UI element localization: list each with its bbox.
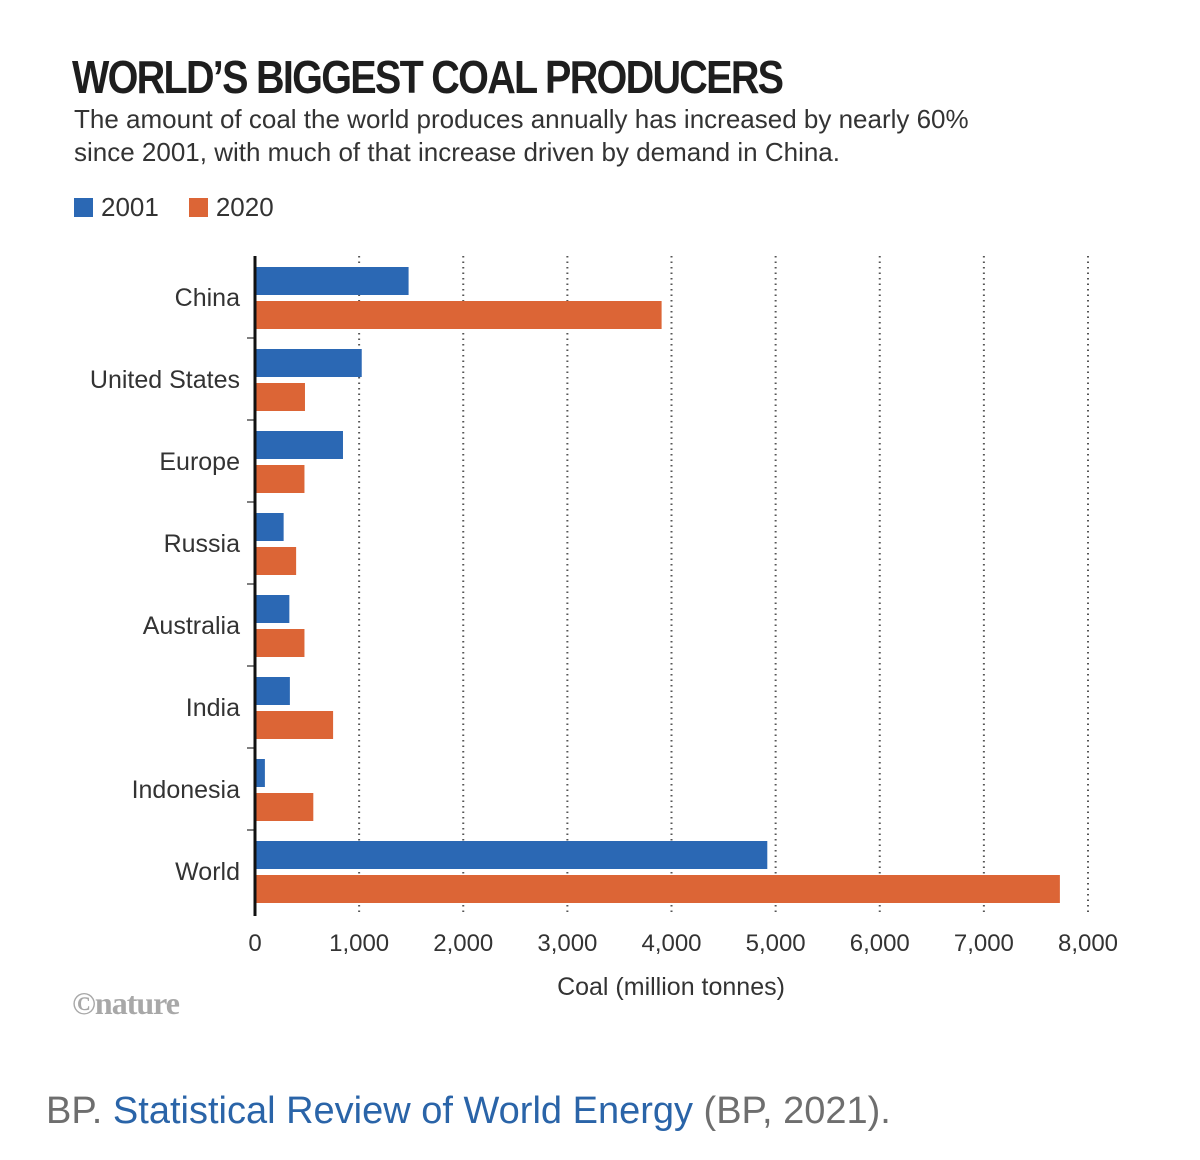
source-suffix: (BP, 2021). [693, 1090, 891, 1132]
bar-europe-2001 [255, 431, 343, 459]
bar-india-2020 [255, 711, 333, 739]
x-tick-label: 4,000 [641, 930, 701, 957]
x-tick-label: 6,000 [850, 930, 910, 957]
bar-russia-2020 [255, 547, 296, 575]
nature-credit: ©nature [72, 985, 179, 1022]
bar-china-2020 [255, 301, 662, 329]
category-label: United States [90, 366, 240, 394]
bar-europe-2020 [255, 465, 304, 493]
bar-australia-2001 [255, 595, 289, 623]
x-tick-label: 1,000 [329, 930, 389, 957]
source-prefix: BP. [46, 1090, 113, 1132]
bar-china-2001 [255, 267, 409, 295]
category-label: Australia [143, 612, 240, 640]
bar-australia-2020 [255, 629, 304, 657]
bar-indonesia-2020 [255, 793, 313, 821]
category-label: Indonesia [132, 776, 241, 804]
category-label: Europe [159, 448, 240, 476]
category-label: Russia [164, 530, 241, 558]
source-link[interactable]: Statistical Review of World Energy [113, 1090, 693, 1132]
x-tick-label: 5,000 [746, 930, 806, 957]
bar-chart: China United States Europe Russia Australia I… [0, 0, 1200, 1060]
x-tick-label: 7,000 [954, 930, 1014, 957]
source-citation: BP. Statistical Review of World Energy (… [46, 1090, 891, 1133]
bar-united-states-2001 [255, 349, 362, 377]
x-tick-label: 2,000 [433, 930, 493, 957]
category-label: India [186, 694, 240, 722]
x-axis-title: Coal (million tonnes) [557, 973, 785, 1001]
category-label: China [175, 284, 240, 312]
bar-world-2020 [255, 875, 1060, 903]
x-tick-label: 0 [248, 930, 261, 957]
bar-russia-2001 [255, 513, 284, 541]
x-tick-label: 3,000 [537, 930, 597, 957]
bar-india-2001 [255, 677, 290, 705]
x-tick-label: 8,000 [1058, 930, 1118, 957]
category-label: World [175, 858, 240, 886]
bar-united-states-2020 [255, 383, 305, 411]
bar-world-2001 [255, 841, 767, 869]
